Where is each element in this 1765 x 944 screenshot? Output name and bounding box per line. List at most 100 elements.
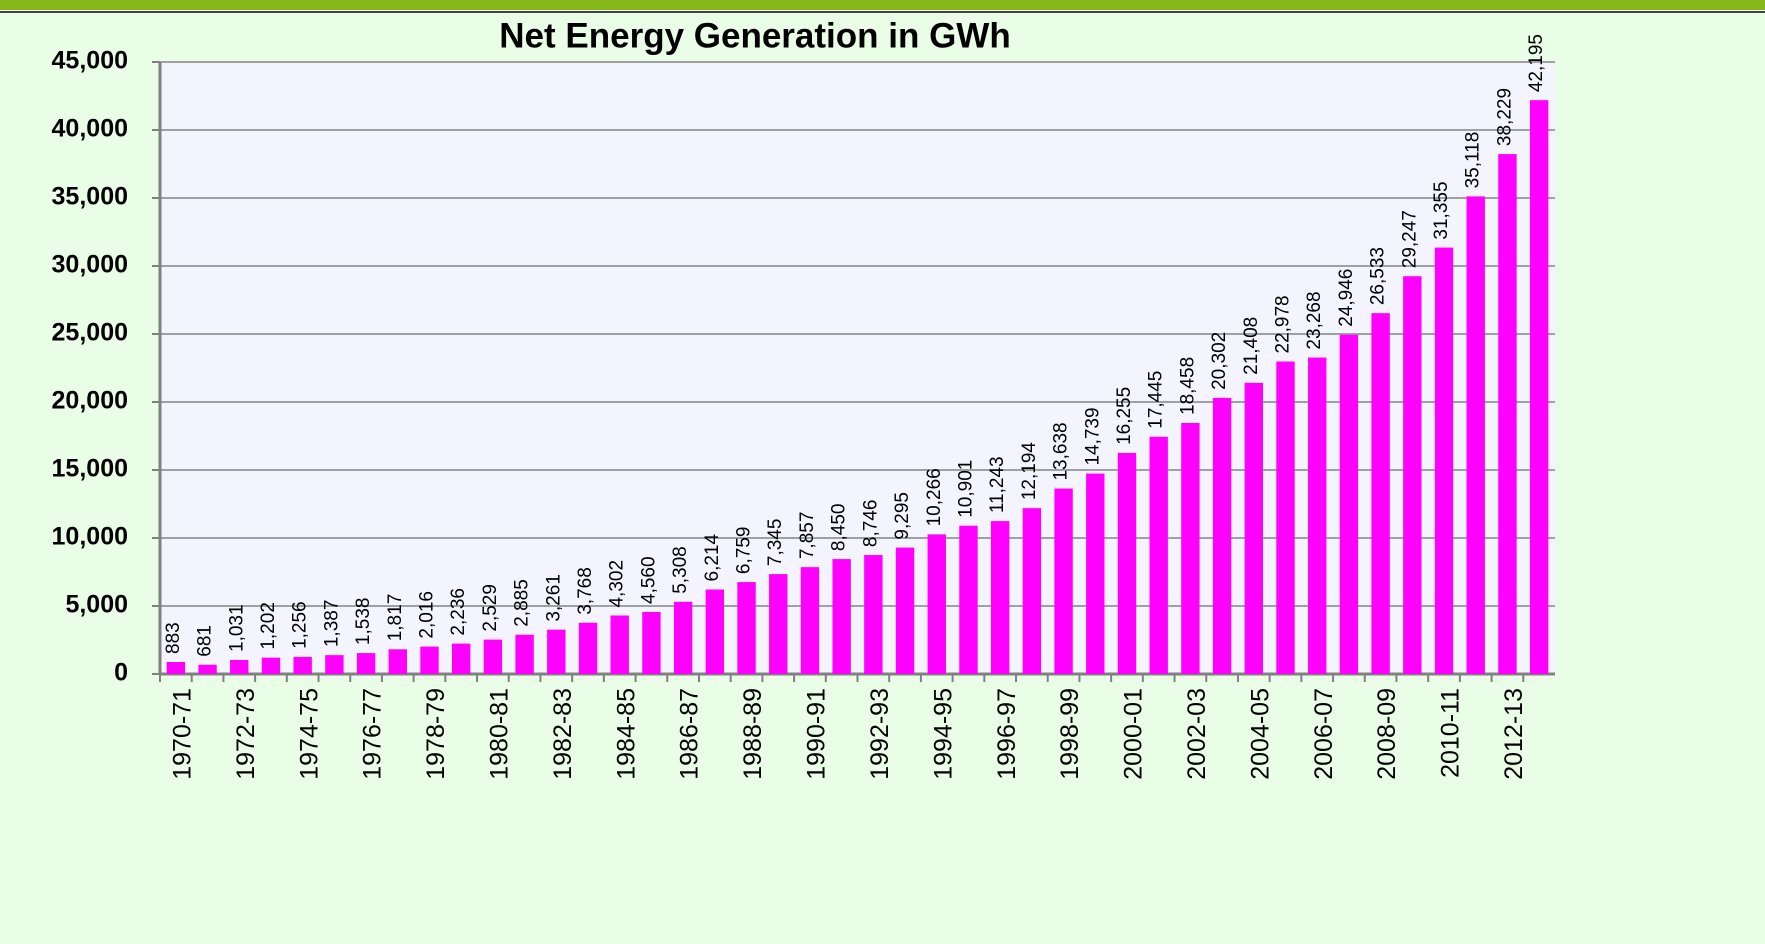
value-label: 10,266	[924, 468, 945, 526]
bar	[1181, 422, 1200, 674]
x-tick-label: 2010-11	[1437, 688, 1465, 778]
bar	[230, 659, 249, 674]
value-label: 1,538	[353, 598, 374, 646]
x-tick-label: 1980-81	[486, 688, 514, 780]
x-tick-label: 1996-97	[993, 688, 1021, 780]
bar	[895, 547, 915, 674]
value-label: 5,308	[670, 546, 691, 594]
bar	[959, 525, 978, 674]
bar	[1434, 247, 1454, 674]
x-tick-label: 1988-89	[739, 688, 767, 780]
bar	[990, 521, 1010, 674]
bar	[1022, 508, 1042, 674]
y-tick-label: 25,000	[52, 319, 128, 347]
value-label: 1,817	[385, 594, 406, 642]
bar	[1371, 313, 1390, 674]
bar	[705, 589, 725, 674]
value-label: 1,256	[290, 601, 311, 649]
value-label: 9,295	[892, 492, 913, 540]
value-label: 8,746	[860, 500, 881, 548]
x-tick-label: 1974-75	[295, 688, 323, 780]
value-label: 3,261	[543, 574, 564, 622]
value-label: 12,194	[1019, 442, 1040, 501]
bar	[769, 574, 788, 674]
y-tick-label: 5,000	[65, 591, 128, 619]
x-tick-label: 1982-83	[549, 688, 577, 780]
value-label: 31,355	[1431, 181, 1452, 239]
x-tick-label: 1998-99	[1056, 688, 1084, 780]
value-label: 2,236	[448, 588, 469, 636]
x-tick-label: 1992-93	[866, 688, 894, 780]
value-label: 1,202	[258, 602, 279, 650]
y-tick-label: 30,000	[52, 251, 128, 279]
value-label: 681	[195, 625, 216, 657]
x-tick-label: 1972-73	[232, 688, 260, 780]
value-label: 22,978	[1273, 295, 1294, 353]
value-label: 13,638	[1051, 422, 1072, 480]
bar	[578, 622, 598, 674]
x-tick-label: 1994-95	[929, 688, 957, 780]
bar	[515, 634, 534, 674]
value-label: 17,445	[1146, 371, 1167, 429]
value-label: 7,345	[765, 519, 786, 567]
bar	[737, 582, 756, 674]
bar	[927, 534, 946, 674]
bar	[1403, 276, 1422, 674]
x-tick-label: 1990-91	[803, 688, 831, 780]
value-label: 2,529	[480, 584, 501, 632]
x-tick-label: 2006-07	[1310, 688, 1338, 780]
value-label: 6,214	[702, 534, 723, 582]
value-label: 4,560	[638, 556, 659, 604]
bar	[1244, 382, 1264, 674]
value-label: 8,450	[829, 504, 850, 552]
x-tick-label: 2002-03	[1183, 688, 1211, 780]
y-tick-label: 20,000	[52, 387, 128, 415]
value-label: 3,768	[575, 567, 596, 615]
bar	[1498, 154, 1517, 675]
bar	[261, 657, 281, 674]
bar	[800, 567, 820, 674]
y-tick-label: 35,000	[52, 183, 128, 211]
bar	[1466, 196, 1485, 674]
bar	[610, 615, 629, 674]
value-label: 4,302	[607, 560, 628, 608]
bar	[673, 601, 693, 674]
x-tick-label: 2004-05	[1246, 688, 1274, 780]
value-label: 1,387	[321, 600, 342, 648]
value-label: 883	[163, 622, 184, 654]
bar	[483, 639, 503, 674]
y-tick-label: 45,000	[52, 47, 128, 75]
bar	[1212, 397, 1232, 674]
value-label: 18,458	[1177, 357, 1198, 415]
x-tick-label: 2000-01	[1120, 688, 1148, 780]
y-tick-label: 10,000	[52, 523, 128, 551]
bar	[451, 643, 471, 674]
bar	[1529, 100, 1549, 674]
top-bar	[0, 0, 1765, 10]
value-label: 42,195	[1526, 34, 1547, 92]
chart-title: Net Energy Generation in GWh	[499, 16, 1010, 55]
bar	[642, 611, 661, 674]
bar	[1054, 488, 1073, 674]
x-tick-label: 1984-85	[612, 688, 640, 780]
bar	[1149, 436, 1168, 674]
bar	[325, 655, 344, 674]
bar	[832, 559, 851, 674]
value-label: 24,946	[1336, 269, 1357, 327]
bar	[1117, 452, 1137, 674]
value-label: 2,016	[417, 591, 438, 639]
bar	[420, 646, 439, 674]
value-label: 38,229	[1494, 88, 1515, 146]
bar	[388, 649, 407, 674]
value-label: 14,739	[1082, 407, 1103, 465]
bar	[198, 664, 217, 674]
value-label: 6,759	[734, 527, 755, 575]
bar	[1276, 361, 1295, 674]
value-label: 7,857	[797, 512, 818, 560]
bar	[166, 661, 186, 674]
value-label: 29,247	[1399, 210, 1420, 268]
bar	[1086, 473, 1105, 674]
value-label: 35,118	[1463, 132, 1484, 189]
bar	[293, 656, 312, 674]
